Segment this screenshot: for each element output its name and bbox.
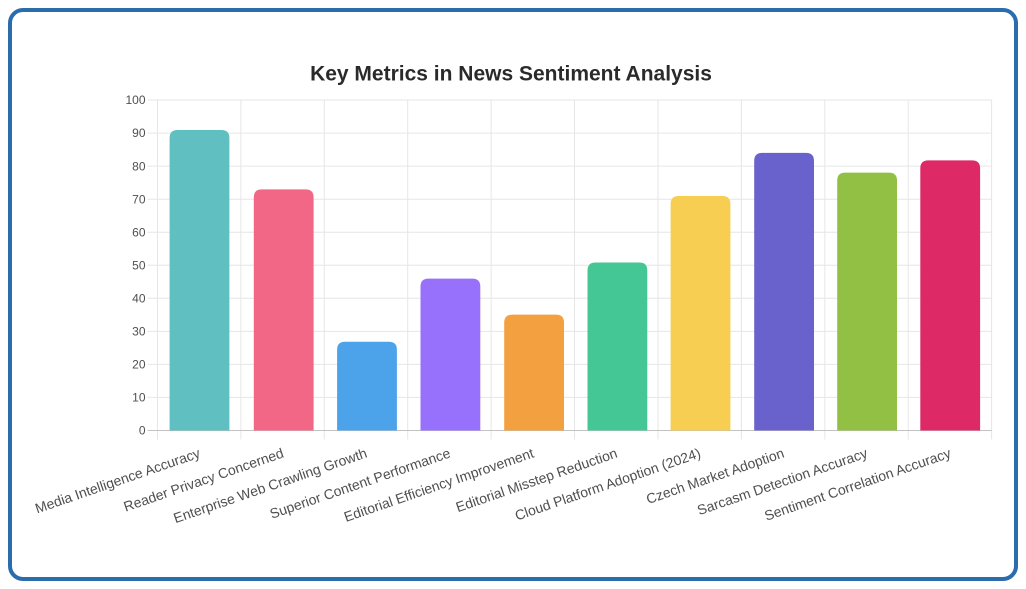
svg-text:50: 50 xyxy=(132,258,146,272)
svg-text:0: 0 xyxy=(139,424,146,438)
svg-text:40: 40 xyxy=(132,292,146,306)
svg-text:30: 30 xyxy=(132,325,146,339)
svg-text:100: 100 xyxy=(125,93,145,107)
svg-text:80: 80 xyxy=(132,159,146,173)
svg-text:70: 70 xyxy=(132,192,146,206)
svg-text:10: 10 xyxy=(132,391,146,405)
svg-text:90: 90 xyxy=(132,126,146,140)
svg-text:60: 60 xyxy=(132,225,146,239)
svg-text:20: 20 xyxy=(132,358,146,372)
svg-text:Key Metrics in News Sentiment: Key Metrics in News Sentiment Analysis xyxy=(310,63,712,86)
